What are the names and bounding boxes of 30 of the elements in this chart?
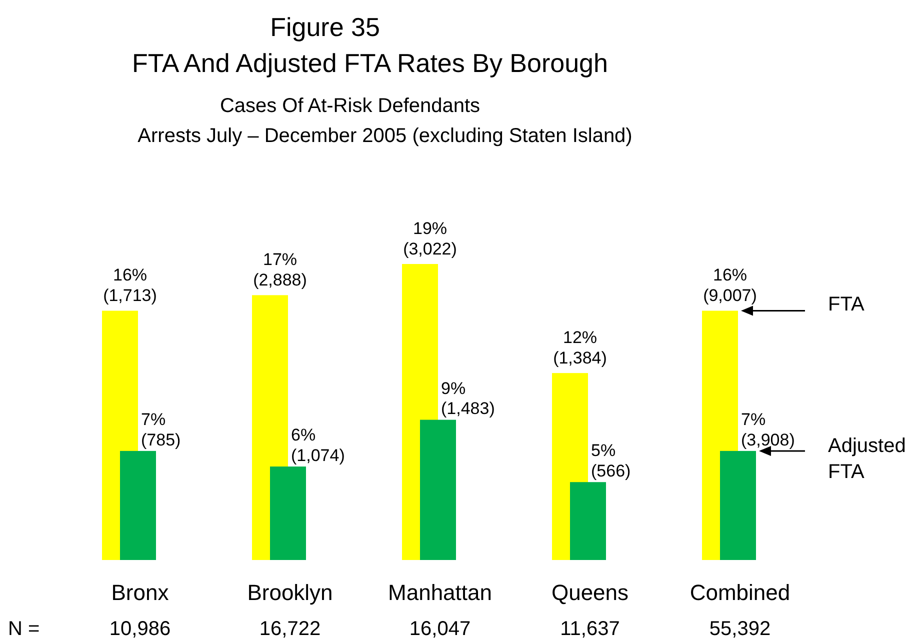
data-label: 17% (2,888) [253,250,307,290]
x-tick-label: Queens [551,580,629,605]
text: 16,047 [409,618,471,640]
bar [570,482,606,560]
data-label: 16% (1,713) [103,266,157,306]
x-tick-label: Combined [690,580,790,605]
data-label: 12% (1,384) [553,328,607,368]
data-label: 19% (3,022) [403,219,457,258]
chart-subtitle: Cases Of At-Risk Defendants Arrests July – December 2005 (excluding Staten Island) [138,95,632,147]
text: N = [8,618,40,640]
x-tick-label: Bronx [111,580,169,605]
data-label: 7% (785) [141,410,181,450]
text: 11,637 [560,618,620,640]
text: FTA [828,294,865,316]
data-label: 6% (1,074) [291,426,345,465]
bar [420,420,456,560]
text: 10,986 [109,618,171,640]
text: Adjusted FTA [828,434,906,483]
text: 55,392 [709,618,771,640]
bar [270,466,306,560]
data-label: 5% (566) [591,441,631,481]
chart-title: Figure 35 FTA And Adjusted FTA Rates By Borough [132,12,608,78]
x-tick-label: Manhattan [388,580,492,605]
data-label: 7% (3,908) [741,410,795,450]
data-label: 16% (9,007) [703,266,757,306]
x-tick-label: Brooklyn [247,580,333,605]
text: 16,722 [259,618,321,640]
data-label: 9% (1,483) [441,378,495,418]
bar [120,450,156,560]
bar [720,450,756,560]
